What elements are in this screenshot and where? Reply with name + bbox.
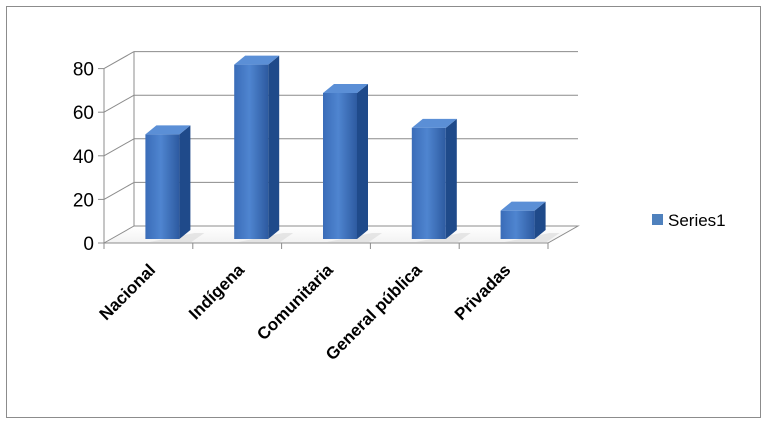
bar-privadas — [500, 201, 560, 242]
bar-top — [323, 83, 368, 93]
bar-top — [234, 55, 280, 65]
gridline-depth — [103, 181, 135, 200]
x-tick-label: Comunitaria — [253, 260, 337, 344]
bar — [500, 210, 535, 239]
bar — [411, 127, 446, 239]
bar-side — [268, 55, 280, 239]
x-tick-label: Indígena — [185, 260, 248, 323]
bar-comunitaria — [323, 83, 382, 242]
x-tick-label: Nacional — [96, 260, 160, 324]
y-tick-label: 40 — [73, 147, 94, 168]
bars — [145, 55, 560, 242]
gridline-depth — [103, 94, 135, 113]
chart-frame — [6, 6, 761, 418]
bar — [323, 92, 357, 239]
legend: Series1 — [652, 211, 726, 230]
bar-top — [145, 125, 191, 135]
bar-top — [411, 118, 457, 128]
x-tick-label: General pública — [322, 260, 426, 364]
bar-side — [357, 83, 368, 239]
y-tick-label: 60 — [73, 103, 94, 124]
gridline-depth — [103, 138, 135, 157]
bar — [234, 64, 269, 239]
y-tick-label: 0 — [83, 234, 94, 255]
bar-general-p-blica — [411, 118, 471, 242]
y-tick-label: 80 — [73, 60, 94, 81]
legend-swatch — [652, 214, 663, 225]
bar-top — [500, 201, 546, 211]
bar-ind-gena — [234, 55, 294, 242]
bar-nacional — [145, 125, 205, 242]
bar-side — [179, 125, 191, 239]
bar — [145, 134, 180, 239]
bar-side — [445, 118, 457, 239]
y-tick-label: 20 — [73, 190, 94, 211]
x-tick-label: Privadas — [451, 260, 515, 324]
gridline-depth — [103, 51, 135, 70]
bar-side — [534, 201, 546, 239]
legend-label: Series1 — [668, 211, 726, 230]
y-axis-ticks: 0 20 40 60 80 — [73, 60, 104, 255]
